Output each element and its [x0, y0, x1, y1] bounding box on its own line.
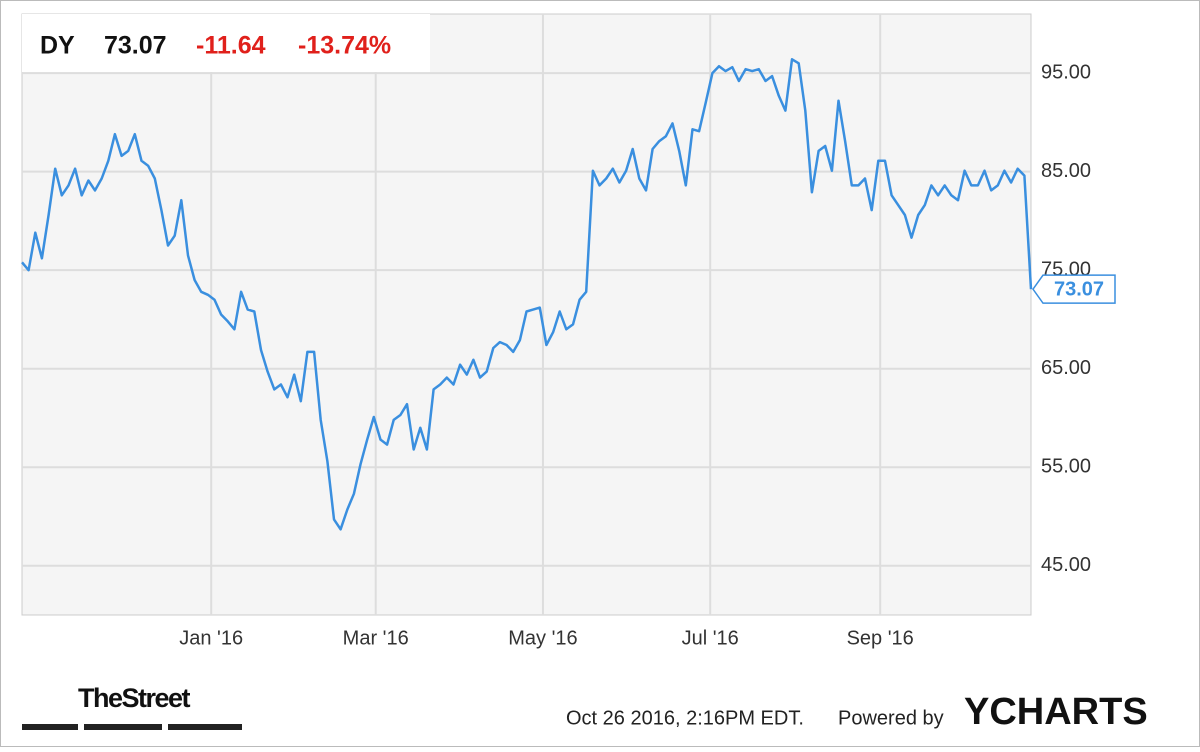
ticker: DY	[40, 32, 75, 60]
y-tick-label: 45.00	[1041, 554, 1091, 576]
callout-box	[1032, 274, 1116, 304]
last-value: 73.07	[1054, 278, 1104, 300]
y-tick-label: 95.00	[1041, 61, 1091, 83]
logo-bar	[168, 724, 242, 730]
series-layer	[21, 58, 1033, 531]
y-tick-label: 85.00	[1041, 160, 1091, 182]
change-pct: -13.74%	[298, 32, 391, 60]
x-tick-label: May '16	[508, 627, 577, 649]
header-box	[22, 14, 430, 72]
y-tick-label: 65.00	[1041, 357, 1091, 379]
logo-bar	[22, 724, 78, 730]
x-tick-label: Jan '16	[179, 627, 243, 649]
logo-bar	[84, 724, 162, 730]
timestamp: Oct 26 2016, 2:16PM EDT.	[566, 707, 804, 729]
price-line	[21, 58, 1033, 531]
source-logo: TheStreet	[78, 683, 191, 713]
grid	[22, 14, 1031, 615]
x-tick-label: Jul '16	[682, 627, 739, 649]
y-tick-label: 55.00	[1041, 455, 1091, 477]
x-tick-label: Mar '16	[343, 627, 409, 649]
brand: YCHARTS	[964, 691, 1148, 733]
powered-by: Powered by	[838, 707, 944, 729]
change: -11.64	[196, 32, 266, 60]
x-tick-label: Sep '16	[847, 627, 914, 649]
price: 73.07	[104, 32, 167, 60]
